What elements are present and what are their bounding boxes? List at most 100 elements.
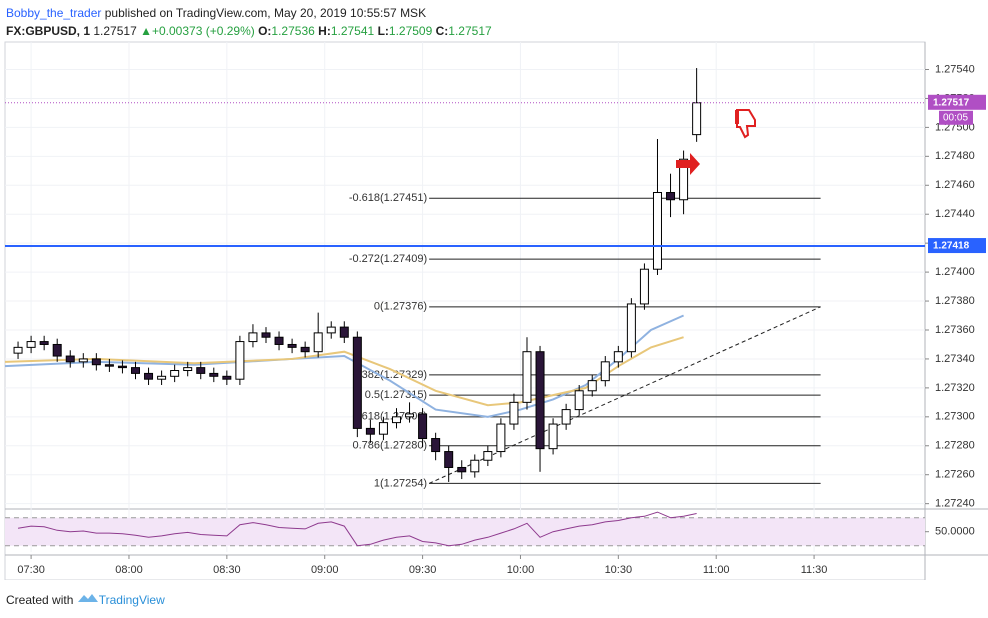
candle-body — [587, 380, 597, 392]
x-tick-label: 11:00 — [703, 564, 730, 576]
y-tick-label: 1.27340 — [935, 353, 975, 365]
header: Bobby_the_trader published on TradingVie… — [6, 4, 492, 40]
candle-body — [600, 361, 610, 382]
candle-body — [509, 401, 519, 425]
candle-body — [613, 351, 623, 363]
candle-body — [196, 367, 206, 374]
created: Created with — [6, 593, 74, 607]
candle-body — [78, 358, 88, 363]
candle-body — [13, 346, 23, 354]
fib-label: 0.382(1.27329) — [352, 369, 427, 381]
l-label: L: — [377, 24, 389, 38]
candle-body — [431, 438, 441, 453]
candle-body — [679, 158, 689, 201]
change: +0.00373 (+0.29%) — [151, 24, 255, 38]
x-tick-label: 07:30 — [17, 564, 45, 576]
y-tick-label: 1.27360 — [935, 324, 975, 336]
o-label: O: — [258, 24, 272, 38]
countdown-box — [939, 110, 973, 125]
up-arrow: ▲ — [140, 24, 152, 38]
fib-label: -0.618(1.27451) — [349, 192, 427, 204]
moving-average — [4, 336, 684, 407]
candle-body — [261, 332, 271, 338]
candle-body — [183, 367, 193, 372]
chart: 1.27240 1.27260 1.27280 1.27300 1.27320 1.273… — [4, 41, 988, 580]
symbol-line: FX:GBPUSD, 1 1.27517 ▲+0.00373 (+0.29%) … — [6, 22, 492, 40]
fib-label: 0(1.27376) — [374, 301, 427, 313]
rsi-tick-label: 50.0000 — [935, 526, 975, 538]
candle-body — [209, 372, 219, 377]
level-label: 1.27517 — [933, 97, 970, 108]
candle-body — [418, 413, 428, 440]
candle-body — [326, 326, 336, 334]
rsi-line — [17, 511, 697, 547]
fib-label: 0.786(1.27280) — [352, 440, 427, 452]
close: 1.27517 — [448, 24, 492, 38]
level-label: 1.27418 — [933, 241, 970, 252]
candle-body — [352, 336, 362, 429]
level-label-box — [928, 94, 986, 110]
candle-body — [470, 459, 480, 473]
thumb-down-icon — [735, 109, 756, 139]
x-tick-label: 10:30 — [605, 564, 633, 576]
fib-label: -0.272(1.27409) — [349, 253, 427, 265]
candle-body — [574, 390, 584, 411]
candle-body — [144, 372, 154, 380]
candle-body — [666, 192, 676, 201]
y-tick-label: 1.27320 — [935, 382, 975, 394]
candle-body — [365, 427, 375, 435]
candle-body — [496, 423, 506, 453]
last: 1.27517 — [93, 24, 137, 38]
rsi-band — [5, 517, 925, 546]
candle-body — [274, 336, 284, 345]
level-label-box — [928, 238, 986, 254]
x-tick-label: 10:00 — [507, 564, 535, 576]
brand[interactable]: TradingView — [98, 593, 165, 607]
trend-line — [428, 306, 821, 484]
open: 1.27536 — [271, 24, 315, 38]
candle-body — [626, 303, 636, 353]
candle-body — [548, 423, 558, 450]
candle-body — [652, 192, 662, 270]
countdown: 00:05 — [943, 112, 968, 123]
candle-body — [65, 355, 75, 363]
fib-label: 0.5(1.27315) — [365, 389, 427, 401]
candle-body — [535, 351, 545, 450]
candle-body — [248, 332, 258, 343]
user[interactable]: Bobby_the_trader — [6, 6, 102, 20]
c-label: C: — [435, 24, 449, 38]
candle-body — [483, 451, 493, 461]
brand-logo — [77, 594, 98, 602]
y-tick-label: 1.27380 — [935, 295, 975, 307]
y-tick-label: 1.27260 — [935, 469, 975, 481]
candle-body — [170, 370, 180, 377]
plot-layer: 1.27240 1.27260 1.27280 1.27300 1.27320 1.273… — [4, 42, 986, 576]
candle-body — [391, 416, 401, 424]
y-tick-label: 1.27280 — [935, 440, 975, 452]
y-tick-label: 1.27400 — [935, 266, 975, 278]
low: 1.27509 — [388, 24, 433, 38]
fib-label: 0.618(1.27300) — [352, 411, 427, 423]
moving-average — [4, 314, 684, 418]
candle-body — [444, 451, 454, 468]
y-tick-label: 1.27460 — [935, 179, 975, 191]
y-tick-label: 1.27440 — [935, 208, 975, 220]
y-tick-label: 1.27480 — [935, 150, 975, 162]
y-tick-label: 1.27540 — [935, 63, 975, 75]
candle-body — [104, 364, 114, 367]
candle-body — [300, 346, 310, 353]
h-label: H: — [318, 24, 331, 38]
candle-body — [405, 413, 415, 418]
y-tick-label: 1.27240 — [935, 498, 975, 510]
arrow-annotation — [676, 153, 700, 175]
x-tick-label: 09:00 — [311, 564, 339, 576]
candle-body — [639, 268, 649, 305]
high: 1.27541 — [330, 24, 375, 38]
publish-line: Bobby_the_trader published on TradingVie… — [6, 4, 492, 22]
candle-body — [130, 367, 140, 374]
candle-body — [117, 365, 127, 369]
candle-body — [235, 341, 245, 380]
x-tick-label: 09:30 — [409, 564, 437, 576]
candle-body — [157, 375, 167, 380]
frame — [4, 41, 926, 580]
